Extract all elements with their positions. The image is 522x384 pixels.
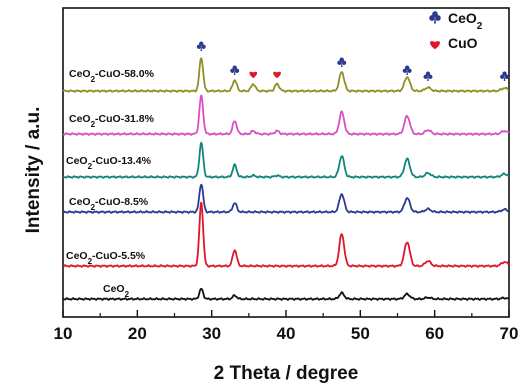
- series-line: [62, 183, 510, 214]
- ceo2-peak-marker: [402, 65, 412, 76]
- series-label: CeO2-CuO-31.8%: [69, 113, 155, 129]
- x-tick-label: 10: [54, 324, 73, 343]
- x-tick-label: 20: [128, 324, 147, 343]
- legend-club-icon: [429, 11, 441, 24]
- ceo2-peak-marker: [337, 57, 347, 68]
- legend-label: CuO: [448, 35, 478, 51]
- series-line: [62, 57, 510, 93]
- peak-markers: [196, 41, 510, 82]
- series-label: CeO2-CuO-8.5%: [69, 196, 149, 212]
- series-line: [62, 201, 510, 268]
- series-line: [62, 141, 510, 179]
- series-line: [62, 287, 510, 301]
- x-tick-label: 70: [500, 324, 519, 343]
- cuo-peak-marker: [273, 71, 281, 79]
- x-tick-label: 30: [202, 324, 221, 343]
- ceo2-peak-marker: [230, 65, 240, 76]
- x-tick-label: 40: [277, 324, 296, 343]
- x-axis-ticks: 10 20 30 40 50 60 70: [54, 310, 519, 343]
- series-label: CeO2-CuO-13.4%: [66, 155, 152, 171]
- x-tick-label: 50: [351, 324, 370, 343]
- y-axis-title: Intensity / a.u.: [23, 107, 44, 234]
- x-tick-label: 60: [425, 324, 444, 343]
- series-label: CeO2-CuO-58.0%: [69, 68, 155, 84]
- x-axis-title: 2 Theta / degree: [214, 363, 359, 384]
- legend-label: CeO2: [448, 10, 483, 32]
- legend-heart-icon: [430, 41, 440, 50]
- series-label: CeO2: [103, 283, 130, 299]
- legend: CeO2 CuO: [429, 10, 483, 51]
- ceo2-peak-marker: [423, 71, 433, 82]
- series-group: [62, 57, 510, 301]
- ceo2-peak-marker: [500, 71, 510, 82]
- cuo-peak-marker: [249, 71, 258, 79]
- series-label: CeO2-CuO-5.5%: [66, 250, 146, 266]
- series-line: [62, 94, 510, 136]
- ceo2-peak-marker: [196, 41, 206, 52]
- series-labels: CeO2 CeO2-CuO-5.5% CeO2-CuO-8.5% CeO2-CuO-1…: [66, 68, 155, 299]
